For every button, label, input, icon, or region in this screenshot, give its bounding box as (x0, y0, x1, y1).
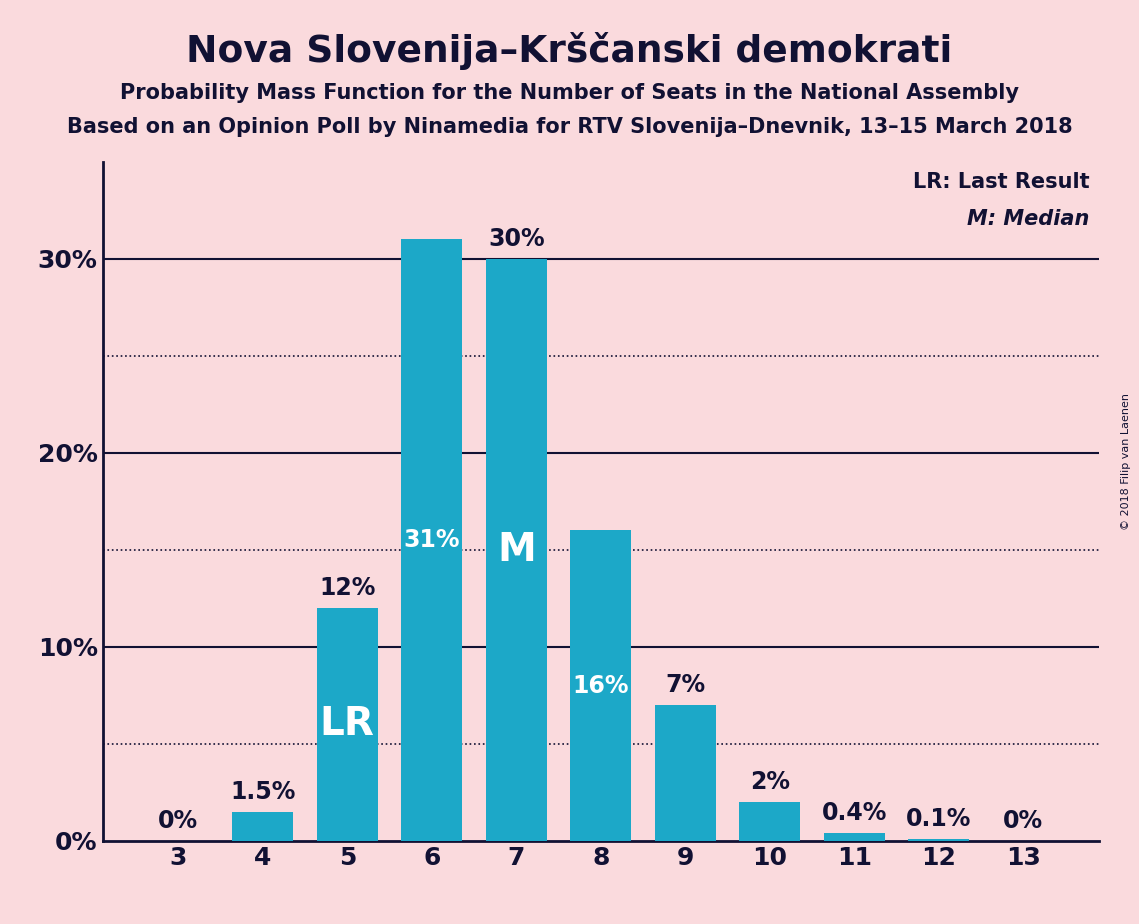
Text: 12%: 12% (319, 577, 376, 601)
Bar (232, 812, 293, 841)
Bar (823, 833, 885, 841)
Text: 31%: 31% (403, 529, 460, 552)
Text: Based on an Opinion Poll by Ninamedia for RTV Slovenija–Dnevnik, 13–15 March 201: Based on an Opinion Poll by Ninamedia fo… (67, 117, 1072, 138)
Bar (486, 259, 547, 841)
Bar (739, 802, 801, 841)
Text: LR: LR (320, 705, 375, 744)
Bar (571, 530, 631, 841)
Text: 0.1%: 0.1% (907, 808, 972, 832)
Bar (401, 239, 462, 841)
Bar (909, 839, 969, 841)
Text: Nova Slovenija–Krščanski demokrati: Nova Slovenija–Krščanski demokrati (187, 32, 952, 70)
Text: 0%: 0% (158, 809, 198, 833)
Text: 0.4%: 0.4% (821, 801, 887, 825)
Text: 16%: 16% (573, 674, 629, 698)
Text: LR: Last Result: LR: Last Result (912, 172, 1089, 192)
Text: 0%: 0% (1003, 809, 1043, 833)
Text: M: M (497, 530, 535, 569)
Text: © 2018 Filip van Laenen: © 2018 Filip van Laenen (1121, 394, 1131, 530)
Bar (317, 608, 378, 841)
Text: M: Median: M: Median (967, 209, 1089, 229)
Bar (655, 705, 715, 841)
Text: 7%: 7% (665, 674, 705, 698)
Text: Probability Mass Function for the Number of Seats in the National Assembly: Probability Mass Function for the Number… (120, 83, 1019, 103)
Text: 1.5%: 1.5% (230, 780, 295, 804)
Text: 2%: 2% (749, 771, 789, 795)
Text: 30%: 30% (487, 227, 544, 251)
